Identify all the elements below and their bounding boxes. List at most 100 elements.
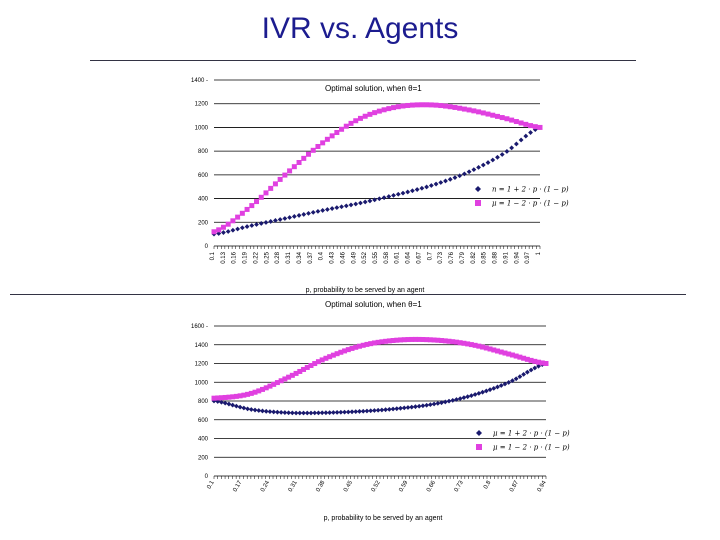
data-point-diamond (472, 392, 478, 397)
data-point-diamond (433, 181, 439, 187)
data-point-square (364, 341, 370, 347)
x-tick-label: 0.66 (426, 479, 437, 493)
x-tick-label: 0.85 (482, 251, 488, 263)
data-point-diamond (235, 226, 241, 232)
y-tick-label: 1000 (195, 380, 209, 386)
data-point-diamond (263, 220, 269, 225)
x-tick-label: 0.76 (449, 251, 455, 263)
data-point-square (356, 343, 362, 349)
data-point-diamond (509, 145, 515, 151)
data-point-square (272, 181, 278, 187)
data-point-diamond (454, 397, 459, 402)
x-tick-label: 0.13 (221, 251, 227, 263)
data-point-square (532, 358, 538, 364)
data-point-diamond (273, 218, 278, 223)
data-point-diamond (233, 403, 239, 409)
x-tick-label: 0.1 (206, 479, 216, 490)
data-point-diamond (239, 225, 245, 231)
data-point-diamond (504, 149, 510, 154)
data-point-square (315, 359, 321, 365)
data-point-square (471, 108, 477, 114)
data-point-square (320, 140, 326, 146)
x-tick-label: 0.97 (525, 251, 531, 263)
data-point-diamond (485, 160, 491, 165)
x-tick-label: 0.43 (330, 251, 336, 263)
data-point-diamond (329, 206, 335, 211)
data-point-diamond (401, 405, 407, 411)
data-point-diamond (375, 407, 381, 413)
data-point-square (483, 345, 489, 351)
data-point-diamond (410, 188, 415, 194)
data-point-square (405, 102, 411, 108)
data-point-square (367, 111, 373, 117)
data-point-diamond (480, 389, 485, 395)
x-tick-label: 0.91 (503, 251, 509, 263)
data-point-square (216, 227, 222, 233)
data-point-square (517, 354, 523, 360)
data-point-square (528, 357, 534, 363)
x-tick-label: 0.17 (232, 479, 243, 493)
data-point-square (263, 190, 269, 196)
data-point-diamond (237, 404, 243, 410)
data-point-diamond (362, 199, 368, 205)
data-point-square (461, 106, 467, 112)
data-point-diamond (480, 162, 486, 168)
data-point-square (277, 176, 283, 182)
legend-label: μ = 1 − 2 · p · (1 − p) (492, 200, 569, 208)
data-point-diamond (282, 410, 288, 415)
data-point-square (222, 394, 228, 400)
data-point-square (233, 393, 239, 399)
data-point-square (523, 121, 529, 127)
data-point-diamond (413, 404, 418, 410)
data-point-square (521, 355, 527, 361)
x-tick-label: 0.1 (210, 251, 216, 260)
data-point-square (376, 108, 382, 114)
data-point-square (513, 353, 519, 359)
data-point-diamond (532, 365, 538, 371)
data-point-square (414, 102, 420, 108)
data-point-square (245, 391, 251, 397)
data-point-diamond (291, 214, 297, 219)
data-point-diamond (320, 208, 326, 213)
data-point-square (267, 383, 273, 389)
data-point-square (362, 113, 368, 119)
legend-label: n = 1 + 2 · p · (1 − p) (492, 186, 569, 194)
data-point-diamond (381, 195, 387, 201)
data-point-diamond (510, 378, 515, 384)
data-point-diamond (442, 399, 448, 405)
data-point-diamond (438, 180, 444, 185)
x-tick-label: 0.7 (427, 251, 433, 260)
x-axis-title: p, probability to be served by an agent (324, 515, 443, 522)
data-point-diamond (364, 408, 370, 414)
data-point-square (274, 380, 280, 386)
data-point-diamond (310, 209, 316, 215)
data-point-diamond (383, 407, 388, 413)
x-tick-label: 0.28 (275, 251, 281, 263)
data-point-square (220, 224, 226, 230)
data-point-square (259, 386, 265, 392)
data-point-square (324, 136, 330, 142)
data-point-diamond (495, 154, 500, 160)
legend-marker-diamond (476, 430, 482, 436)
data-point-diamond (398, 405, 403, 411)
x-tick-label: 0.37 (308, 251, 314, 263)
x-tick-label: 0.82 (471, 251, 477, 263)
x-tick-label: 0.73 (438, 251, 444, 263)
data-point-square (480, 110, 486, 116)
data-point-square (509, 117, 515, 123)
data-point-square (371, 340, 377, 346)
data-point-square (472, 342, 478, 348)
data-point-square (334, 351, 340, 357)
data-point-diamond (245, 406, 250, 412)
data-point-square (235, 214, 241, 220)
data-point-diamond (517, 374, 523, 380)
data-point-square (457, 340, 463, 346)
data-point-square (416, 336, 422, 342)
data-point-square (319, 357, 325, 363)
data-point-square (244, 206, 250, 212)
data-point-diamond (386, 194, 392, 199)
data-point-diamond (523, 133, 529, 139)
data-point-diamond (226, 401, 232, 407)
data-point-diamond (323, 410, 329, 416)
data-point-diamond (263, 408, 269, 414)
